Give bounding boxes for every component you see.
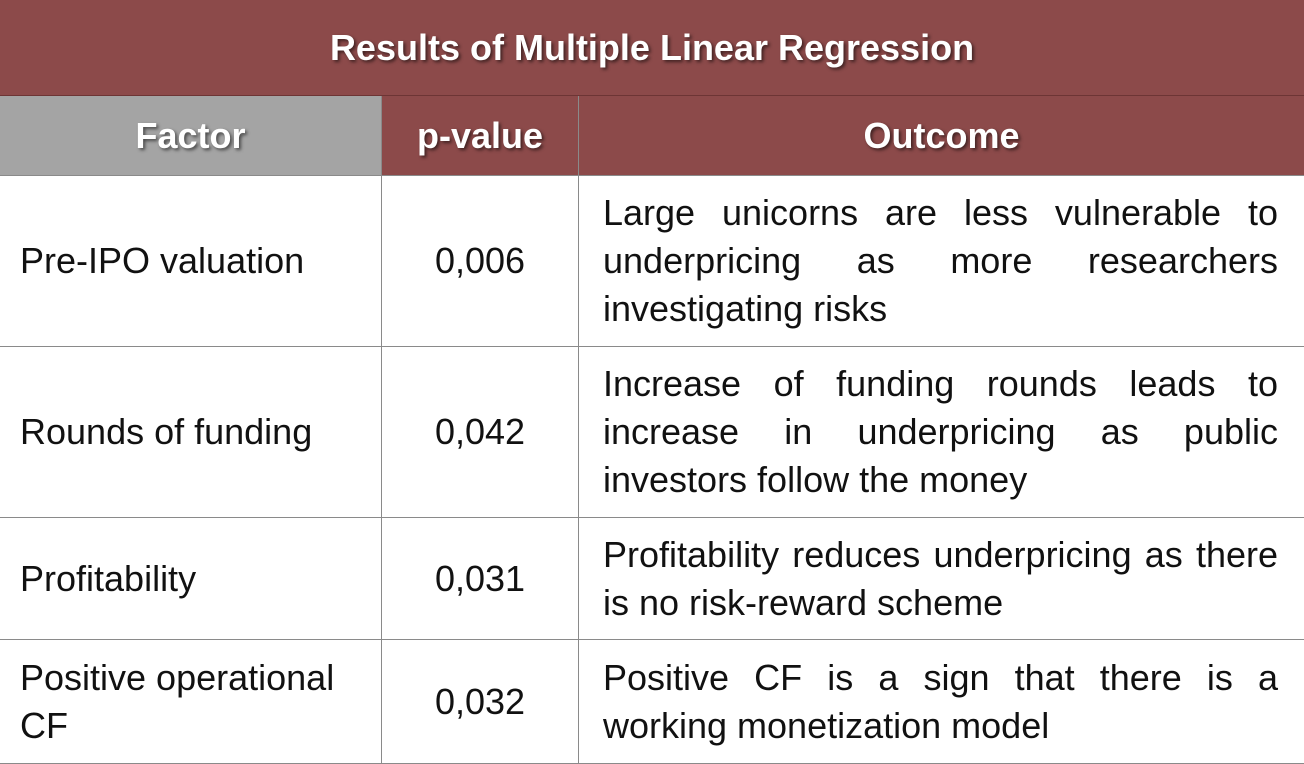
header-pvalue: p-value (382, 96, 579, 175)
factor-cell: Rounds of funding (0, 347, 382, 517)
factor-cell: Profitability (0, 518, 382, 639)
outcome-cell: Positive CF is a sign that there is a wo… (579, 640, 1304, 763)
outcome-cell: Profitability reduces underpricing as th… (579, 518, 1304, 639)
factor-text: Positive operational CF (20, 656, 335, 746)
table-row: Positive operational CF 0,032 Positive C… (0, 640, 1304, 764)
pvalue-cell: 0,042 (382, 347, 579, 517)
outcome-cell: Increase of funding rounds leads to incr… (579, 347, 1304, 517)
table-row: Profitability 0,031 Profitability reduce… (0, 518, 1304, 640)
outcome-text: Large unicorns are less vulnerable to un… (603, 192, 1278, 329)
header-factor: Factor (0, 96, 382, 175)
pvalue-cell: 0,031 (382, 518, 579, 639)
table-title-bar: Results of Multiple Linear Regression (0, 0, 1304, 96)
factor-cell: Pre-IPO valuation (0, 176, 382, 346)
outcome-text: Positive CF is a sign that there is a wo… (603, 656, 1278, 746)
factor-cell: Positive operational CF (0, 640, 382, 763)
table-title: Results of Multiple Linear Regression (329, 26, 975, 68)
pvalue-cell: 0,032 (382, 640, 579, 763)
table-row: Pre-IPO valuation 0,006 Large unicorns a… (0, 176, 1304, 347)
outcome-text: Increase of funding rounds leads to incr… (603, 363, 1278, 500)
factor-text: Pre-IPO valuation (20, 240, 305, 281)
pvalue-cell: 0,006 (382, 176, 579, 346)
factor-text: Rounds of funding (20, 411, 313, 452)
header-row: Factor p-value Outcome (0, 96, 1304, 176)
outcome-text: Profitability reduces underpricing as th… (603, 533, 1278, 623)
header-outcome: Outcome (579, 96, 1304, 175)
factor-text: Profitability (20, 557, 197, 599)
table-row: Rounds of funding 0,042 Increase of fund… (0, 347, 1304, 518)
outcome-cell: Large unicorns are less vulnerable to un… (579, 176, 1304, 346)
